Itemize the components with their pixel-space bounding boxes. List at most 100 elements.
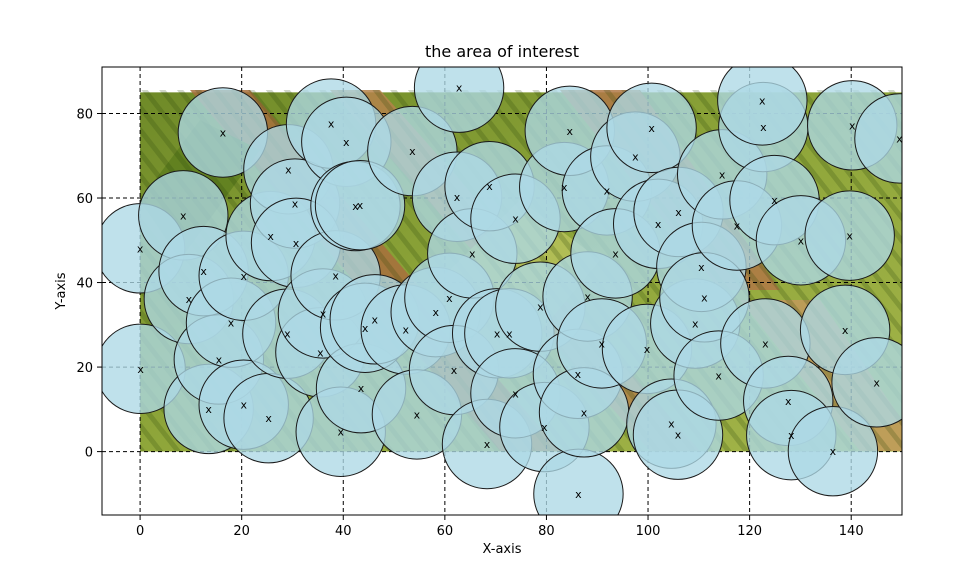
center-marker: x: [454, 191, 461, 204]
center-marker: x: [200, 265, 207, 278]
center-marker: x: [771, 194, 778, 207]
center-marker: x: [760, 121, 767, 134]
center-marker: x: [604, 184, 611, 197]
center-marker: x: [228, 317, 235, 330]
center-marker: x: [675, 429, 682, 442]
y-tick-label: 0: [85, 446, 93, 461]
center-marker: x: [675, 206, 682, 219]
center-marker: x: [320, 307, 327, 320]
center-marker: x: [343, 136, 350, 149]
center-marker: x: [414, 408, 421, 421]
center-marker: x: [798, 234, 805, 247]
center-marker: x: [788, 429, 795, 442]
y-tick-label: 60: [76, 192, 93, 207]
coverage-circle: [854, 93, 902, 184]
center-marker: x: [612, 247, 619, 260]
center-marker: x: [456, 82, 463, 95]
coverage-circle: [804, 190, 895, 281]
center-marker: x: [451, 364, 458, 377]
coverage-circle: [606, 82, 697, 174]
x-tick-label: 80: [538, 524, 555, 539]
center-marker: x: [332, 269, 339, 282]
center-marker: x: [284, 328, 291, 341]
coverage-circle: [831, 337, 902, 428]
center-marker: x: [240, 399, 247, 412]
center-marker: x: [734, 219, 741, 232]
center-marker: x: [648, 122, 655, 135]
center-markers: x x x x x x x x x x x x x x x x x x x x x x x x x x x x x x x x x x x x x x x x…: [137, 82, 903, 501]
center-marker: x: [632, 151, 639, 164]
center-marker: x: [512, 387, 519, 400]
x-tick-label: 20: [233, 524, 250, 539]
center-marker: x: [446, 292, 453, 305]
x-tick-label: 40: [335, 524, 352, 539]
center-marker: x: [328, 118, 335, 131]
center-marker: x: [785, 395, 792, 408]
center-marker: x: [337, 426, 344, 439]
center-marker: x: [849, 119, 856, 132]
x-tick-label: 140: [839, 524, 864, 539]
center-marker: x: [469, 247, 476, 260]
center-marker: x: [372, 313, 379, 326]
center-marker: x: [842, 324, 849, 337]
center-marker: x: [719, 168, 726, 181]
x-axis-ticks: 0 20 40 60 80 100 120 140: [136, 515, 864, 539]
center-marker: x: [575, 368, 582, 381]
center-marker: x: [186, 293, 193, 306]
center-marker: x: [584, 290, 591, 303]
center-marker: x: [701, 291, 708, 304]
center-marker: x: [575, 488, 582, 501]
x-tick-label: 60: [437, 524, 454, 539]
center-marker: x: [873, 376, 880, 389]
center-marker: x: [137, 363, 144, 376]
coverage-circle: [717, 67, 808, 146]
center-marker: x: [402, 323, 409, 336]
center-marker: x: [655, 218, 662, 231]
axes-frame: [101, 66, 903, 516]
center-marker: x: [567, 125, 574, 138]
center-marker: x: [220, 127, 227, 140]
x-tick-label: 0: [136, 524, 144, 539]
coverage-circles: [102, 67, 902, 515]
center-marker: x: [644, 343, 651, 356]
center-marker: x: [352, 200, 359, 213]
center-marker: x: [581, 406, 588, 419]
center-marker: x: [698, 261, 705, 274]
center-marker: x: [357, 199, 364, 212]
x-axis-label: X-axis: [483, 542, 522, 557]
center-marker: x: [759, 94, 766, 107]
center-marker: x: [494, 327, 501, 340]
x-tick-label: 100: [636, 524, 661, 539]
center-marker: x: [432, 306, 439, 319]
center-marker: x: [358, 382, 365, 395]
center-marker: x: [715, 370, 722, 383]
center-marker: x: [486, 180, 493, 193]
chart-title: the area of interest: [425, 42, 579, 61]
center-marker: x: [484, 438, 491, 451]
center-marker: x: [830, 445, 837, 458]
y-tick-label: 40: [76, 277, 93, 292]
center-marker: x: [668, 418, 675, 431]
center-marker: x: [317, 346, 324, 359]
center-marker: x: [512, 213, 519, 226]
center-marker: x: [293, 237, 300, 250]
coverage-circle: [787, 405, 879, 497]
center-marker: x: [896, 132, 903, 145]
coverage-circle: [413, 67, 505, 133]
y-axis-ticks: 0 20 40 60 80: [76, 107, 102, 461]
center-marker: x: [362, 322, 369, 335]
center-marker: x: [599, 337, 606, 350]
center-marker: x: [561, 181, 568, 194]
center-marker: x: [537, 301, 544, 314]
y-tick-label: 80: [76, 107, 93, 122]
center-marker: x: [292, 198, 299, 211]
x-tick-label: 120: [737, 524, 762, 539]
center-marker: x: [205, 403, 212, 416]
center-marker: x: [285, 163, 292, 176]
y-axis-label: Y-axis: [54, 272, 69, 310]
center-marker: x: [216, 353, 223, 366]
center-marker: x: [846, 230, 853, 243]
center-marker: x: [265, 412, 272, 425]
y-tick-label: 20: [76, 361, 93, 376]
